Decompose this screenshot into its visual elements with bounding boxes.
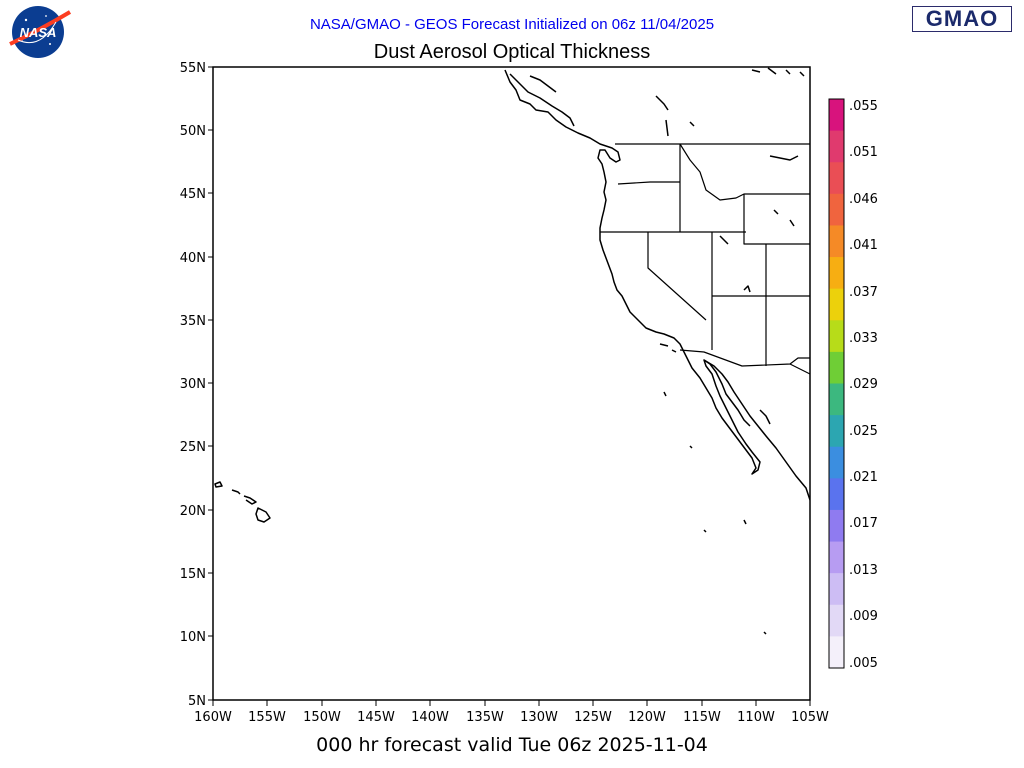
lon-tick-label: 130W — [520, 710, 558, 725]
lat-tick-label: 30N — [180, 377, 206, 392]
colorbar-cell — [829, 415, 844, 448]
lon-tick-label: 155W — [248, 710, 286, 725]
lon-tick-label: 145W — [357, 710, 395, 725]
colorbar-cell — [829, 257, 844, 290]
colorbar-cell — [829, 351, 844, 384]
colorbar-label: .025 — [849, 424, 878, 439]
lon-tick-label: 110W — [737, 710, 775, 725]
nasa-logo: NASA — [9, 6, 72, 58]
lat-tick-label: 20N — [180, 504, 206, 519]
lat-tick-label: 45N — [180, 187, 206, 202]
lat-tick-label: 15N — [180, 567, 206, 582]
lat-tick-label: 55N — [180, 61, 206, 76]
lat-tick-label: 50N — [180, 124, 206, 139]
colorbar-label: .021 — [849, 470, 878, 485]
colorbar-cell — [829, 573, 844, 606]
lon-tick-label: 105W — [791, 710, 829, 725]
colorbar-label: .013 — [849, 563, 878, 578]
coastline-north-america — [504, 69, 810, 501]
lon-tick-label: 140W — [411, 710, 449, 725]
colorbar-cell — [829, 446, 844, 479]
lon-tick-label: 120W — [628, 710, 666, 725]
colorbar-label: .055 — [849, 99, 878, 114]
nasa-logo-text: NASA — [20, 25, 57, 40]
colorbar-cell — [829, 99, 844, 132]
hawaii-islands — [214, 481, 271, 523]
colorbar-label: .041 — [849, 238, 878, 253]
gmao-logo: GMAO — [912, 6, 1012, 32]
colorbar-cell — [829, 604, 844, 637]
lon-axis: 160W 155W 150W 145W 140W 135W 130W 125W … — [194, 700, 829, 725]
colorbar-frame — [828, 98, 845, 669]
colorbar-label: .046 — [849, 192, 878, 207]
colorbar-label: .017 — [849, 516, 878, 531]
lat-tick-label: 40N — [180, 251, 206, 266]
colorbar-label: .033 — [849, 331, 878, 346]
lat-tick-label: 25N — [180, 440, 206, 455]
valid-time-label: 000 hr forecast valid Tue 06z 2025-11-04 — [316, 734, 708, 756]
map-frame — [212, 66, 811, 701]
gmao-logo-text: GMAO — [925, 6, 999, 31]
colorbar-cell — [829, 193, 844, 226]
colorbar-cell — [829, 130, 844, 163]
colorbar-label: .009 — [849, 609, 878, 624]
lon-tick-label: 125W — [574, 710, 612, 725]
lon-tick-label: 135W — [466, 710, 504, 725]
map-panel — [212, 66, 811, 701]
lat-tick-label: 5N — [188, 694, 206, 709]
channel-islands — [659, 343, 677, 353]
coastline-baja-gulf — [703, 359, 771, 427]
colorbar-cell — [829, 383, 844, 416]
run-title: NASA/GMAO - GEOS Forecast Initialized on… — [310, 16, 714, 33]
colorbar-label: .051 — [849, 145, 878, 160]
colorbar-cell — [829, 509, 844, 543]
field-title: Dust Aerosol Optical Thickness — [374, 41, 650, 63]
colorbar-label: .005 — [849, 656, 878, 671]
colorbar-cell — [829, 162, 844, 195]
colorbar: .055 .051 .046 .041 .037 .033 .029 .025 … — [828, 98, 878, 671]
lon-tick-label: 150W — [303, 710, 341, 725]
lon-tick-label: 160W — [194, 710, 232, 725]
colorbar-cell — [829, 541, 844, 574]
lat-tick-label: 35N — [180, 314, 206, 329]
political-borders — [600, 143, 810, 375]
colorbar-cell — [829, 478, 844, 511]
colorbar-cell — [829, 225, 844, 258]
colorbar-cell — [829, 320, 844, 353]
lat-tick-label: 10N — [180, 630, 206, 645]
lat-axis: 55N 50N 45N 40N 35N 30N 25N 20N 15N 10N … — [180, 61, 213, 709]
colorbar-label: .029 — [849, 377, 878, 392]
colorbar-label: .037 — [849, 285, 878, 300]
colorbar-cell — [829, 636, 844, 669]
vancouver-island — [509, 73, 575, 127]
colorbar-cell — [829, 288, 844, 321]
lon-tick-label: 115W — [683, 710, 721, 725]
